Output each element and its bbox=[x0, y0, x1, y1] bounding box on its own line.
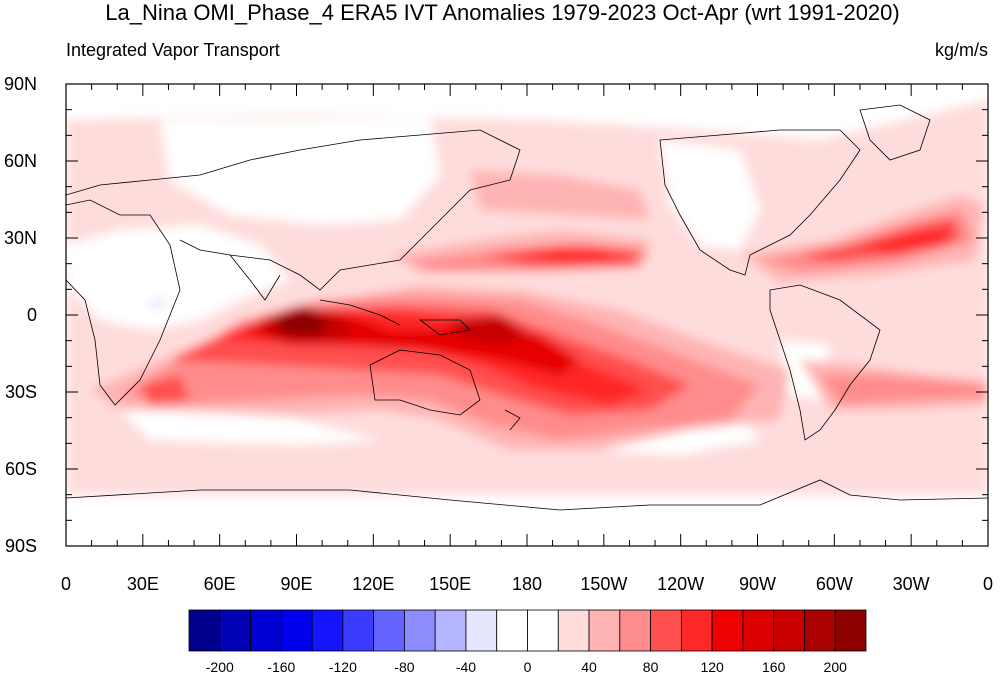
colorbar-label: -120 bbox=[329, 659, 357, 675]
colorbar-swatch bbox=[280, 609, 313, 652]
colorbar-label: -160 bbox=[267, 659, 295, 675]
lon-tick-label: 30E bbox=[127, 574, 159, 594]
colorbar-swatch bbox=[250, 609, 282, 652]
negative-anomaly-spot bbox=[150, 298, 165, 308]
lat-tick-label: 90S bbox=[5, 536, 37, 556]
colorbar-swatch bbox=[404, 609, 436, 652]
colorbar-swatch bbox=[742, 609, 775, 652]
colorbar-label: -80 bbox=[394, 659, 414, 675]
colorbar-swatch bbox=[465, 609, 498, 652]
colorbar-swatch bbox=[680, 609, 713, 652]
colorbar-swatch bbox=[834, 609, 867, 652]
colorbar-swatch bbox=[188, 609, 221, 652]
axis-ticks bbox=[65, 83, 989, 547]
colorbar-swatch bbox=[219, 609, 251, 652]
axis-tick-labels: 90N 60N 30N 0 30S 60S 90S 0 30E 60E 90E 120E 150E 180… bbox=[4, 74, 993, 594]
lon-tick-label: 180 bbox=[512, 574, 542, 594]
colorbar-label: 40 bbox=[581, 659, 597, 675]
lon-tick-label: 30W bbox=[893, 574, 930, 594]
colorbar-label: -40 bbox=[456, 659, 476, 675]
colorbar-swatch bbox=[711, 609, 744, 652]
colorbar-label: 160 bbox=[762, 659, 786, 675]
units-label: kg/m/s bbox=[934, 40, 988, 60]
colorbar-label: 80 bbox=[643, 659, 659, 675]
colorbar-label: 120 bbox=[700, 659, 724, 675]
colorbar-swatch bbox=[619, 609, 651, 652]
lat-tick-label: 30S bbox=[5, 382, 37, 402]
variable-label: Integrated Vapor Transport bbox=[66, 40, 280, 60]
lon-tick-label: 120W bbox=[657, 574, 704, 594]
lon-tick-label: 120E bbox=[352, 574, 394, 594]
colorbar-swatch bbox=[527, 609, 559, 652]
lon-tick-label: 60E bbox=[204, 574, 236, 594]
colorbar-swatch bbox=[342, 609, 375, 652]
colorbar-swatch bbox=[496, 609, 528, 652]
colorbar-label: -200 bbox=[206, 659, 234, 675]
colorbar-label: 0 bbox=[524, 659, 532, 675]
lon-tick-label: 0 bbox=[983, 574, 993, 594]
lat-tick-label: 90N bbox=[4, 74, 37, 94]
coastlines bbox=[66, 104, 988, 511]
colorbar-label: 200 bbox=[824, 659, 848, 675]
lon-tick-label: 150W bbox=[580, 574, 627, 594]
lon-tick-label: 90E bbox=[280, 574, 312, 594]
colorbar-swatch bbox=[804, 609, 836, 652]
lon-tick-label: 0 bbox=[61, 574, 71, 594]
lon-tick-label: 90W bbox=[739, 574, 776, 594]
colorbar-swatch bbox=[373, 609, 405, 652]
plot-title: La_Nina OMI_Phase_4 ERA5 IVT Anomalies 1… bbox=[105, 0, 900, 25]
lat-tick-label: 0 bbox=[27, 305, 37, 325]
lat-tick-label: 60S bbox=[5, 459, 37, 479]
lon-tick-label: 60W bbox=[816, 574, 853, 594]
lat-tick-label: 60N bbox=[4, 151, 37, 171]
lat-tick-label: 30N bbox=[4, 228, 37, 248]
colorbar-swatch bbox=[311, 609, 344, 652]
colorbar-swatch bbox=[650, 609, 682, 652]
colorbar: -200 -160 -120 -80 -40 0 40 80 120 160 200 bbox=[188, 609, 867, 675]
colorbar-swatch bbox=[588, 609, 621, 652]
colorbar-swatch bbox=[557, 609, 590, 652]
anomaly-field bbox=[66, 84, 988, 546]
colorbar-swatch bbox=[773, 609, 805, 652]
colorbar-swatch bbox=[434, 609, 467, 652]
lon-tick-label: 150E bbox=[429, 574, 471, 594]
